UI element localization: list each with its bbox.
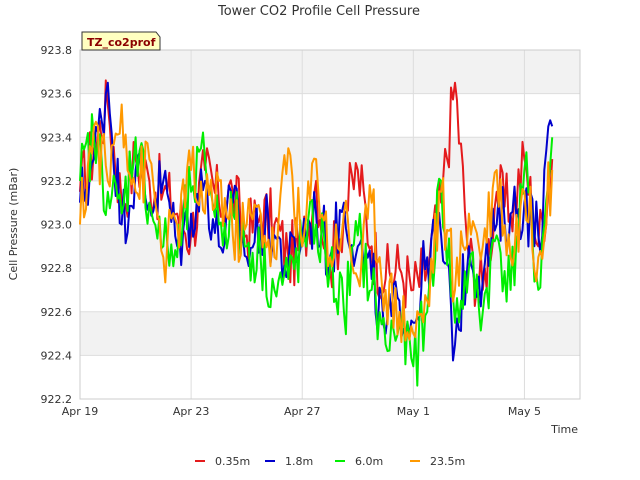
- plot-band: [80, 93, 580, 138]
- tag-label: TZ_co2prof: [87, 36, 156, 49]
- plot-band: [80, 50, 580, 94]
- series-lines: [79, 79, 554, 387]
- x-tick-label: May 5: [508, 405, 541, 418]
- y-tick-label: 923.2: [41, 175, 73, 188]
- plot-band: [80, 137, 580, 181]
- x-axis-ticks: Apr 19 Apr 23 Apr 27 May 1 May 5: [62, 405, 541, 418]
- legend: 0.35m 1.8m 6.0m 23.5m: [195, 455, 465, 468]
- y-tick-label: 923.6: [41, 88, 73, 101]
- plot-bands: [80, 50, 580, 399]
- tag-box: TZ_co2prof: [81, 31, 161, 51]
- x-tick-label: May 1: [397, 405, 430, 418]
- legend-label: 0.35m: [215, 455, 250, 468]
- y-axis-label: Cell Pressure (mBar): [7, 168, 20, 281]
- y-axis-ticks: 922.2 922.4 922.6 922.8 923.0 923.2 923.4 923.6…: [41, 44, 73, 406]
- y-tick-label: 922.2: [41, 393, 73, 406]
- y-tick-label: 923.0: [41, 219, 73, 232]
- y-tick-label: 922.6: [41, 306, 73, 319]
- legend-label: 23.5m: [430, 455, 465, 468]
- series-line-23.5m: [79, 103, 554, 344]
- legend-label: 6.0m: [355, 455, 383, 468]
- x-tick-label: Apr 27: [284, 405, 321, 418]
- y-tick-label: 923.8: [41, 44, 73, 57]
- y-tick-label: 923.4: [41, 131, 73, 144]
- x-tick-label: Apr 23: [173, 405, 210, 418]
- y-tick-label: 922.8: [41, 262, 73, 275]
- plot-band: [80, 311, 580, 356]
- x-tick-label: Apr 19: [62, 405, 99, 418]
- x-axis-label: Time: [550, 423, 578, 436]
- legend-label: 1.8m: [285, 455, 313, 468]
- chart-title: Tower CO2 Profile Cell Pressure: [217, 4, 420, 19]
- y-tick-label: 922.4: [41, 349, 73, 362]
- plot-band: [80, 355, 580, 399]
